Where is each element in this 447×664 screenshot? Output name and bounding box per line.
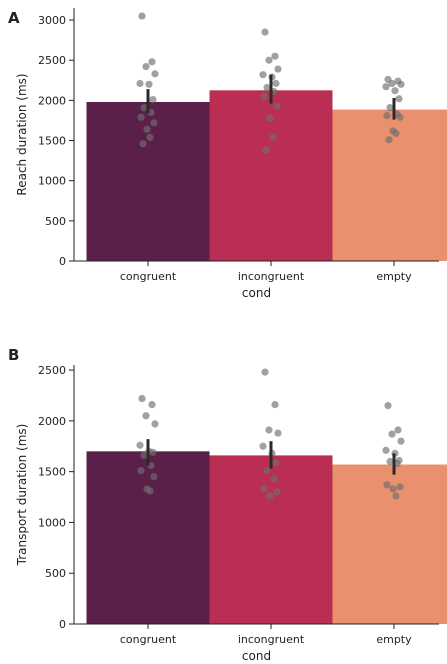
data-point: [395, 95, 403, 103]
data-point: [384, 402, 392, 410]
panel-letter-b: B: [8, 346, 19, 364]
data-point: [146, 487, 154, 495]
y-axis-label: Transport duration (ms): [15, 424, 29, 567]
data-point: [397, 80, 405, 88]
data-point: [140, 103, 148, 112]
data-point: [261, 368, 269, 376]
data-point: [265, 426, 273, 434]
data-point: [150, 119, 158, 127]
data-point: [270, 475, 278, 483]
data-point: [145, 80, 153, 88]
data-point: [150, 473, 158, 481]
data-point: [391, 87, 399, 95]
y-tick-label: 1500: [38, 466, 66, 479]
data-point: [271, 52, 279, 60]
x-axis-label: cond: [242, 649, 271, 663]
data-point: [151, 70, 159, 78]
data-point: [383, 112, 391, 120]
data-point: [260, 92, 268, 100]
data-point: [137, 113, 145, 121]
y-tick-label: 0: [59, 618, 66, 631]
data-point: [382, 446, 390, 454]
x-tick-label: congruent: [120, 633, 177, 646]
data-point: [263, 467, 271, 475]
data-point: [137, 467, 145, 475]
data-point: [272, 458, 280, 467]
data-point: [388, 430, 396, 438]
y-tick-label: 1500: [38, 135, 66, 148]
data-point: [396, 483, 404, 491]
data-point: [396, 113, 404, 121]
data-point: [136, 79, 144, 88]
data-point: [142, 63, 150, 71]
data-point: [260, 485, 268, 493]
data-point: [266, 114, 274, 122]
y-tick-label: 2500: [38, 364, 66, 377]
data-point: [148, 58, 156, 66]
data-point: [273, 488, 281, 496]
data-point: [259, 71, 267, 79]
x-tick-label: empty: [376, 633, 412, 646]
data-point: [140, 451, 148, 459]
bar-empty: [332, 109, 447, 261]
y-tick-label: 2500: [38, 54, 66, 67]
data-point: [273, 102, 281, 110]
data-point: [148, 401, 156, 409]
y-tick-label: 3000: [38, 14, 66, 27]
y-tick-label: 500: [45, 567, 66, 580]
data-point: [386, 457, 394, 466]
data-point: [138, 394, 146, 403]
data-point: [149, 95, 157, 104]
data-point: [265, 56, 273, 64]
data-point: [136, 441, 144, 449]
data-point: [151, 420, 159, 428]
panel-letter-a: A: [8, 9, 20, 27]
data-point: [269, 133, 277, 141]
data-point: [389, 485, 397, 493]
x-tick-label: empty: [376, 270, 412, 283]
data-point: [262, 146, 270, 154]
y-tick-label: 1000: [38, 516, 66, 529]
data-point: [263, 83, 271, 92]
x-tick-label: incongruent: [238, 633, 305, 646]
y-tick-label: 2000: [38, 415, 66, 428]
data-point: [266, 492, 274, 500]
data-point: [138, 12, 146, 20]
panel-b: B 0 500 1000 1500 2000 2500 congruent incongrue…: [8, 346, 447, 663]
data-point: [271, 401, 279, 409]
y-tick-label: 0: [59, 255, 66, 268]
data-point: [383, 481, 391, 489]
data-point: [143, 125, 151, 133]
data-point: [394, 426, 402, 434]
bar-incongruent: [209, 455, 333, 624]
bar-empty: [332, 464, 447, 624]
data-point: [385, 136, 393, 144]
panel-a: A 0 500 1000 1500 2000 2500 3000 congruent incon…: [8, 8, 447, 300]
bar-congruent: [86, 451, 210, 624]
x-tick-label: congruent: [120, 270, 177, 283]
data-point: [139, 140, 147, 148]
data-point: [146, 133, 154, 141]
data-point: [382, 83, 390, 91]
data-point: [261, 28, 269, 36]
data-point: [392, 492, 400, 500]
data-point: [392, 129, 400, 137]
data-point: [388, 79, 396, 88]
data-point: [142, 412, 150, 420]
data-point: [274, 429, 282, 437]
data-point: [272, 79, 280, 88]
y-tick-label: 2000: [38, 94, 66, 107]
x-tick-label: incongruent: [238, 270, 305, 283]
x-axis-label: cond: [242, 286, 271, 300]
y-axis-label: Reach duration (ms): [15, 73, 29, 195]
data-point: [259, 442, 267, 450]
data-point: [149, 448, 157, 456]
data-point: [397, 437, 405, 445]
data-point: [274, 65, 282, 73]
data-point: [386, 103, 394, 112]
y-tick-label: 1000: [38, 175, 66, 188]
y-tick-label: 500: [45, 215, 66, 228]
